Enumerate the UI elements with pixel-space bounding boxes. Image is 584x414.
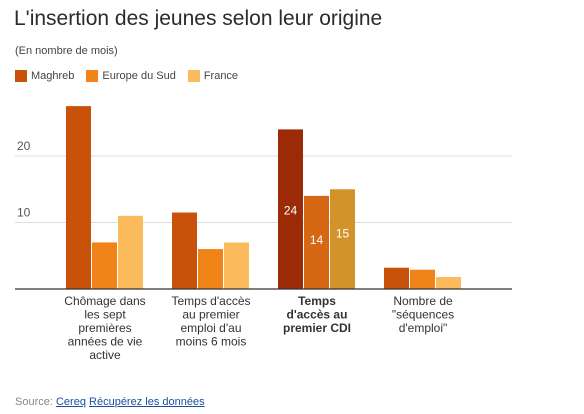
legend-label-maghreb: Maghreb <box>31 70 75 82</box>
download-data-link[interactable]: Récupérez les données <box>89 396 205 408</box>
bar-europe-du-sud-cat-2 <box>304 195 329 289</box>
bar-europe-du-sud-cat-1 <box>198 249 223 289</box>
category-label-1-line-2: emploi d'au <box>181 321 242 335</box>
bar-maghreb-cat-3 <box>384 267 409 289</box>
chart-subtitle: (En nombre de mois) <box>15 45 118 57</box>
legend-swatch-maghreb <box>15 70 27 82</box>
category-label-2-line-1: d'accès au <box>287 308 348 322</box>
bar-france-cat-3 <box>436 277 461 289</box>
data-label-maghreb-cat-2: 24 <box>284 203 298 217</box>
legend-swatch-france <box>187 70 200 82</box>
category-label-2-line-2: premier CDI <box>283 321 351 335</box>
category-label-0-line-2: premières <box>78 321 131 335</box>
legend-label-europe-du-sud: Europe du Sud <box>102 70 176 82</box>
category-label-3-line-2: d'emploi" <box>399 321 448 335</box>
category-label-1-line-3: moins 6 mois <box>176 335 247 349</box>
bar-europe-du-sud-cat-0 <box>92 242 117 289</box>
bar-france-cat-1 <box>224 242 249 289</box>
y-tick-label-20: 20 <box>17 139 31 153</box>
data-label-france-cat-2: 15 <box>336 226 350 240</box>
category-label-1-line-1: au premier <box>182 308 239 322</box>
bar-maghreb-cat-1 <box>172 212 197 289</box>
legend-item-europe-du-sud: Europe du Sud <box>86 70 176 82</box>
category-label-0-line-0: Chômage dans <box>64 294 145 308</box>
footer: Source: Cereq Récupérez les données <box>15 396 205 408</box>
category-label-0-line-3: années de vie <box>68 335 143 349</box>
bar-maghreb-cat-0 <box>66 106 91 289</box>
legend-swatch-europe-du-sud <box>86 70 99 82</box>
category-label-3-line-0: Nombre de <box>393 294 453 308</box>
bar-france-cat-0 <box>118 215 143 289</box>
chart-legend: Maghreb Europe du Sud France <box>15 70 250 82</box>
category-label-0-line-4: active <box>89 348 121 362</box>
category-label-0-line-1: les sept <box>84 308 126 322</box>
chart-title: L'insertion des jeunes selon leur origin… <box>14 7 383 30</box>
y-tick-label-10: 10 <box>17 206 31 220</box>
bar-europe-du-sud-cat-3 <box>410 269 435 289</box>
category-label-1-line-0: Temps d'accès <box>172 294 251 308</box>
category-label-2-line-0: Temps <box>298 294 336 308</box>
legend-item-maghreb: Maghreb <box>15 70 74 82</box>
legend-label-france: France <box>203 70 239 82</box>
source-link[interactable]: Cereq <box>55 396 86 408</box>
source-label: Source: <box>15 396 53 408</box>
bar-maghreb-cat-2 <box>278 129 303 289</box>
bar-france-cat-2 <box>330 189 355 289</box>
legend-item-france: France <box>187 70 239 82</box>
category-label-3-line-1: "séquences <box>392 308 454 322</box>
data-label-europe-du-sud-cat-2: 14 <box>310 233 324 247</box>
